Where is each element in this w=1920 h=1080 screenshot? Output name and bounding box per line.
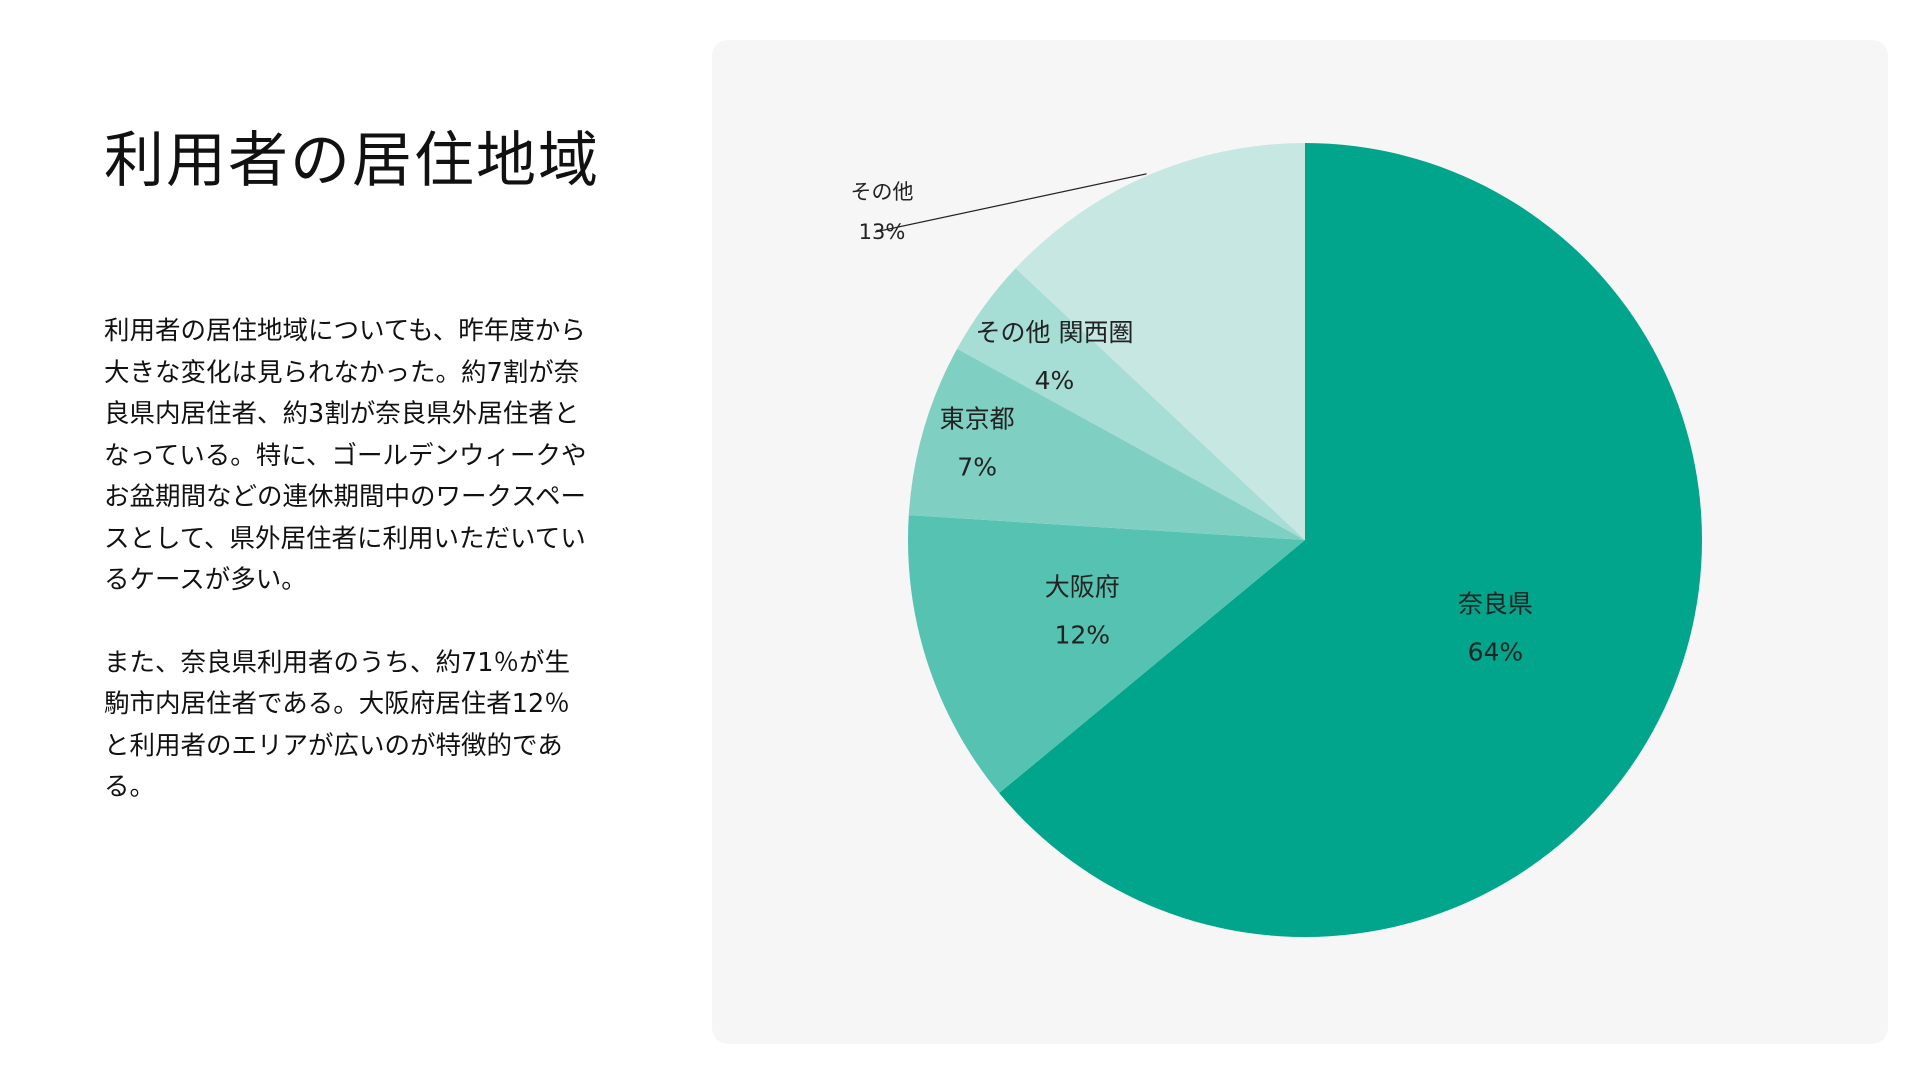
slice-4-name-label: その他 関西圏 [976,318,1134,347]
slice-1-name-label: 奈良県 [1458,590,1533,619]
slice-4-value-label: 4% [1035,366,1075,395]
slice-5-name-label: その他 [851,180,914,204]
slice-2-name-label: 大阪府 [1045,572,1120,601]
slice-4-wedge [957,268,1305,540]
slice-5-wedge [1015,143,1305,540]
slice-2-wedge [908,515,1305,794]
chart-panel: 奈良県 64% 大阪府 12% 東京都 7% その他 関西圏 4% その他 13% [712,40,1888,1044]
slice-2-value-label: 12% [1054,620,1110,649]
description: 利用者の居住地域についても、昨年度から大きな変化は見られなかった。約7割が奈良県… [104,311,594,850]
slice-5-value-label: 13% [859,220,906,244]
page-title: 利用者の居住地域 [104,126,600,196]
slice-1-wedge [999,143,1702,937]
description-paragraph-2: また、奈良県利用者のうち、約71％が生駒市内居住者である。大阪府居住者12％と利… [104,647,570,803]
slice-5-leader-line [874,173,1147,233]
slice-3-wedge [908,348,1305,540]
slice-3-value-label: 7% [957,453,997,482]
slice-3-name-label: 東京都 [940,405,1015,434]
description-paragraph-1: 利用者の居住地域についても、昨年度から大きな変化は見られなかった。約7割が奈良県… [104,316,587,595]
slice-1-value-label: 64% [1468,638,1524,667]
pie-chart: 奈良県 64% 大阪府 12% 東京都 7% その他 関西圏 4% その他 13% [851,143,1702,937]
